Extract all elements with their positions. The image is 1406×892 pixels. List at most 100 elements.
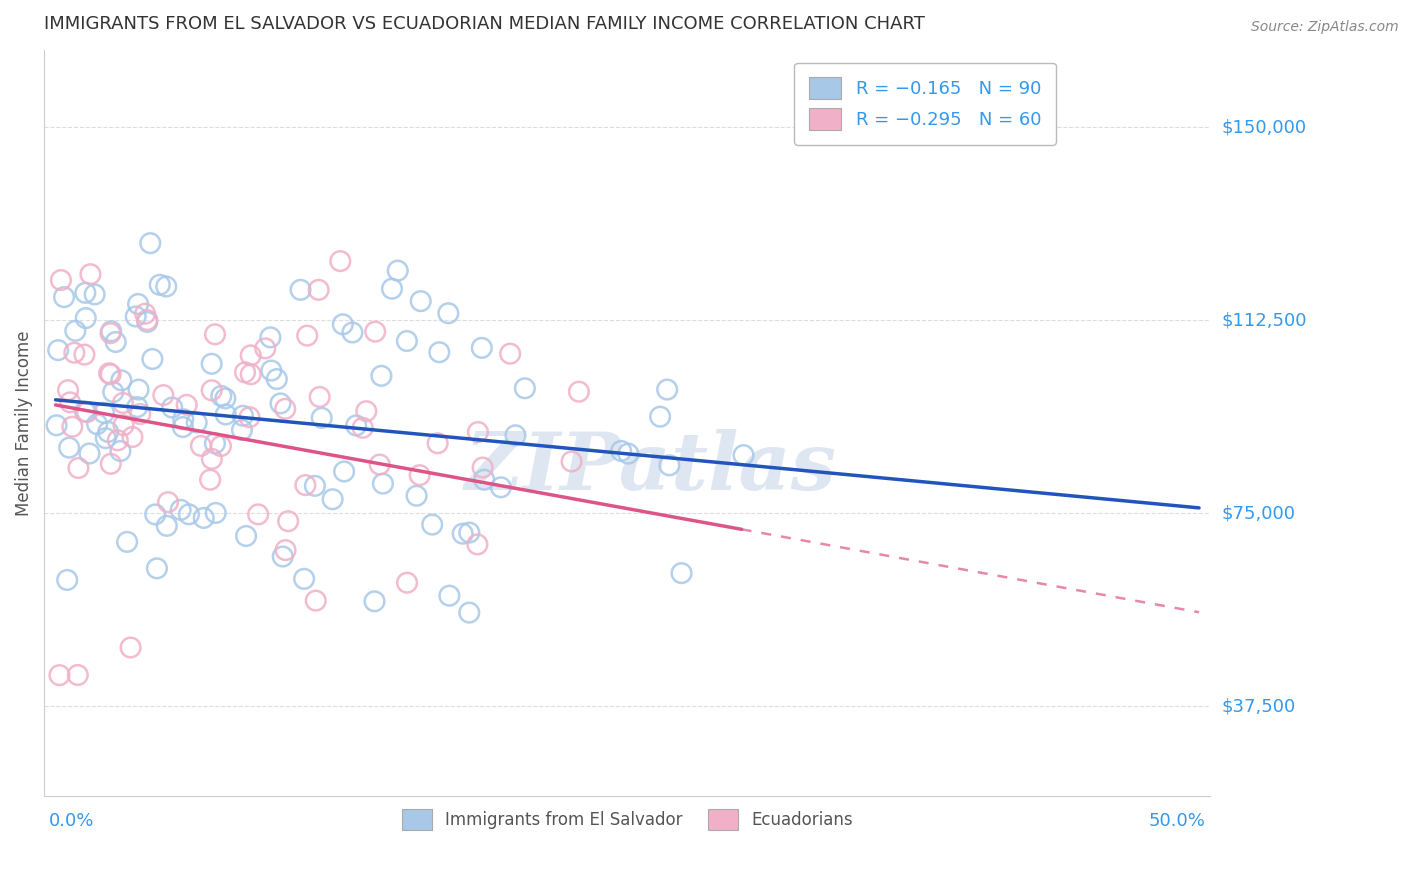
Point	[48, 668, 70, 682]
Point	[505, 428, 527, 442]
Text: ZIPatlas: ZIPatlas	[464, 429, 837, 507]
Point	[471, 341, 494, 355]
Point	[650, 409, 672, 424]
Point	[458, 606, 481, 620]
Point	[471, 460, 494, 475]
Point	[409, 294, 432, 309]
Point	[73, 348, 96, 362]
Point	[79, 446, 101, 460]
Point	[198, 473, 221, 487]
Point	[110, 444, 132, 458]
Text: $150,000: $150,000	[1222, 118, 1308, 136]
Point	[332, 318, 354, 332]
Point	[143, 508, 166, 522]
Text: IMMIGRANTS FROM EL SALVADOR VS ECUADORIAN MEDIAN FAMILY INCOME CORRELATION CHART: IMMIGRANTS FROM EL SALVADOR VS ECUADORIA…	[44, 15, 925, 33]
Point	[352, 421, 374, 435]
Point	[405, 489, 427, 503]
Point	[98, 366, 121, 380]
Point	[277, 514, 299, 528]
Point	[127, 297, 149, 311]
Point	[467, 537, 489, 551]
Point	[141, 351, 163, 366]
Text: Source: ZipAtlas.com: Source: ZipAtlas.com	[1251, 20, 1399, 34]
Point	[308, 390, 330, 404]
Point	[214, 392, 236, 406]
Point	[172, 420, 194, 434]
Point	[387, 263, 409, 277]
Point	[451, 526, 474, 541]
Point	[155, 279, 177, 293]
Point	[190, 439, 212, 453]
Point	[329, 254, 352, 268]
Point	[157, 495, 180, 509]
Point	[381, 282, 404, 296]
Point	[467, 425, 489, 439]
Point	[176, 398, 198, 412]
Point	[76, 405, 98, 419]
Point	[204, 327, 226, 342]
Point	[499, 346, 522, 360]
Point	[370, 368, 392, 383]
Point	[292, 572, 315, 586]
Point	[59, 395, 82, 409]
Point	[215, 408, 238, 422]
Point	[107, 434, 129, 448]
Point	[260, 363, 283, 377]
Point	[231, 423, 253, 437]
Point	[127, 400, 149, 414]
Point	[266, 372, 288, 386]
Point	[472, 473, 495, 487]
Point	[111, 396, 134, 410]
Point	[56, 573, 79, 587]
Point	[45, 418, 67, 433]
Text: 50.0%: 50.0%	[1149, 812, 1206, 830]
Point	[426, 436, 449, 450]
Point	[204, 506, 226, 520]
Point	[58, 441, 80, 455]
Point	[149, 277, 172, 292]
Point	[259, 330, 281, 344]
Point	[311, 410, 333, 425]
Point	[83, 287, 105, 301]
Point	[305, 593, 328, 607]
Point	[121, 430, 143, 444]
Point	[671, 566, 693, 581]
Point	[201, 357, 224, 371]
Point	[409, 468, 432, 483]
Point	[489, 480, 512, 494]
Point	[269, 396, 291, 410]
Point	[100, 368, 122, 382]
Point	[427, 345, 450, 359]
Point	[100, 324, 122, 338]
Point	[67, 461, 90, 475]
Point	[304, 479, 326, 493]
Point	[308, 283, 330, 297]
Point	[73, 404, 96, 418]
Point	[322, 492, 344, 507]
Point	[232, 409, 254, 423]
Point	[186, 416, 208, 430]
Point	[97, 425, 120, 439]
Text: 0.0%: 0.0%	[49, 812, 94, 830]
Point	[568, 384, 591, 399]
Point	[177, 508, 200, 522]
Point	[356, 404, 378, 418]
Point	[295, 328, 318, 343]
Point	[201, 384, 224, 398]
Point	[657, 383, 679, 397]
Point	[193, 511, 215, 525]
Point	[344, 418, 367, 433]
Point	[156, 519, 179, 533]
Point	[103, 385, 125, 400]
Point	[63, 345, 86, 359]
Point	[110, 373, 132, 387]
Point	[86, 417, 108, 432]
Point	[333, 465, 356, 479]
Text: $37,500: $37,500	[1222, 697, 1296, 715]
Point	[274, 543, 297, 558]
Point	[617, 447, 640, 461]
Point	[658, 458, 681, 473]
Point	[120, 640, 142, 655]
Text: $112,500: $112,500	[1222, 311, 1308, 329]
Point	[395, 334, 418, 348]
